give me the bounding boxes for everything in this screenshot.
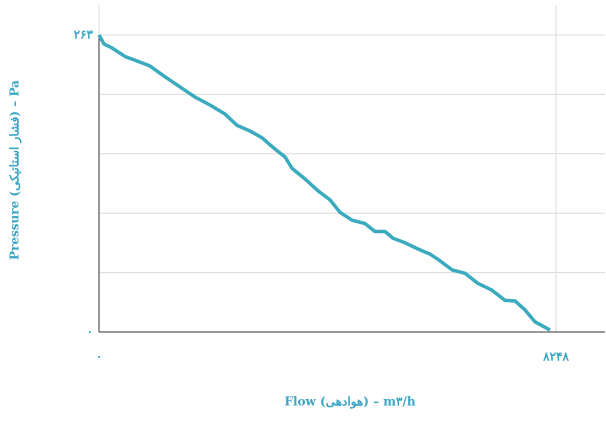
y-tick-label: ۰ [87,325,93,339]
x-axis-title: Flow (هوادهی) – m۳/h [284,395,415,410]
line [97,34,551,332]
x-tick-label: ۰ [96,350,102,364]
y-axis-title: Pressure (فشار استاتیکی) – Pa [8,80,23,260]
x-tick-label: ۸۲۴۸ [542,350,569,364]
y-tick-label: ۲۶۳ [74,28,94,42]
